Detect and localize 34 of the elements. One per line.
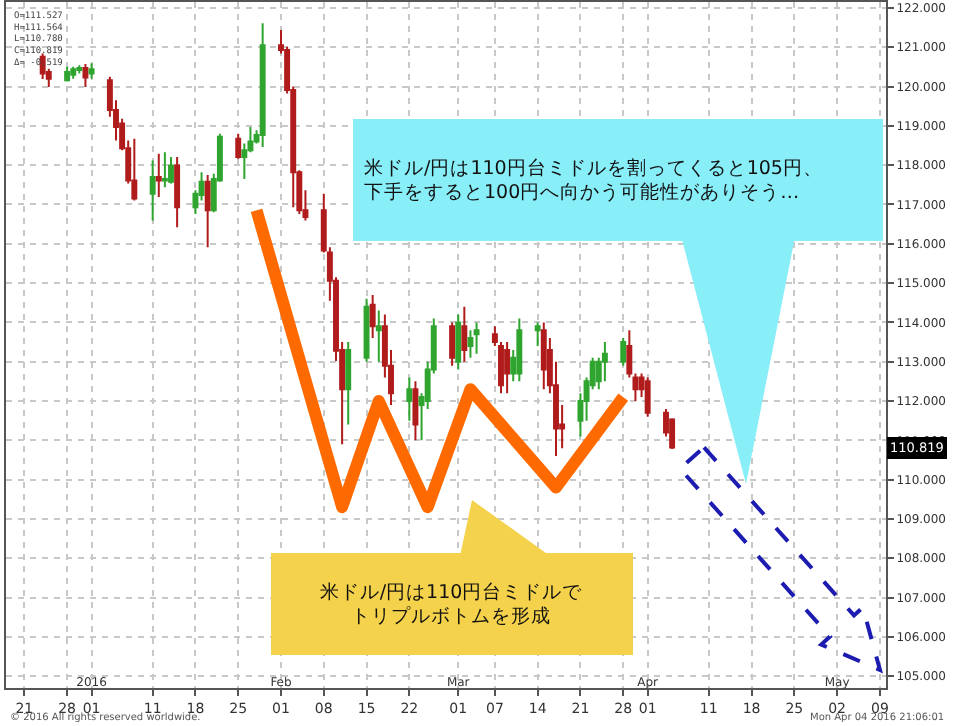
candlestick — [412, 380, 419, 442]
candlestick — [204, 173, 211, 249]
candlestick — [76, 64, 83, 75]
candlestick — [467, 329, 474, 359]
candlestick — [644, 376, 651, 418]
candlestick — [516, 317, 523, 383]
candlestick — [620, 337, 627, 367]
candlestick — [540, 321, 547, 391]
candlestick — [369, 293, 376, 340]
candlestick — [64, 65, 71, 83]
candlestick — [161, 151, 168, 189]
candlestick — [174, 155, 181, 229]
candlestick — [455, 313, 462, 371]
candlestick — [82, 63, 89, 88]
candlestick — [461, 305, 468, 363]
candlestick — [235, 132, 242, 160]
candlestick — [406, 376, 413, 422]
candlestick — [363, 297, 370, 363]
candlestick — [70, 65, 77, 80]
candlestick — [155, 152, 162, 198]
annotation: 米ドル/円は110円台ミドルでトリプルボトムを形成 — [319, 579, 585, 629]
candlestick — [473, 321, 480, 355]
candlestick — [259, 22, 266, 149]
candlestick — [345, 341, 352, 426]
candlestick — [375, 309, 382, 363]
candlestick — [168, 155, 174, 185]
candlestick — [601, 341, 608, 383]
candlestick — [504, 341, 511, 395]
candlestick — [149, 159, 156, 222]
candlestick — [88, 62, 95, 80]
candlestick — [669, 417, 676, 450]
candlestick — [449, 321, 456, 367]
candlestick — [131, 137, 138, 202]
candlestick — [534, 321, 541, 347]
